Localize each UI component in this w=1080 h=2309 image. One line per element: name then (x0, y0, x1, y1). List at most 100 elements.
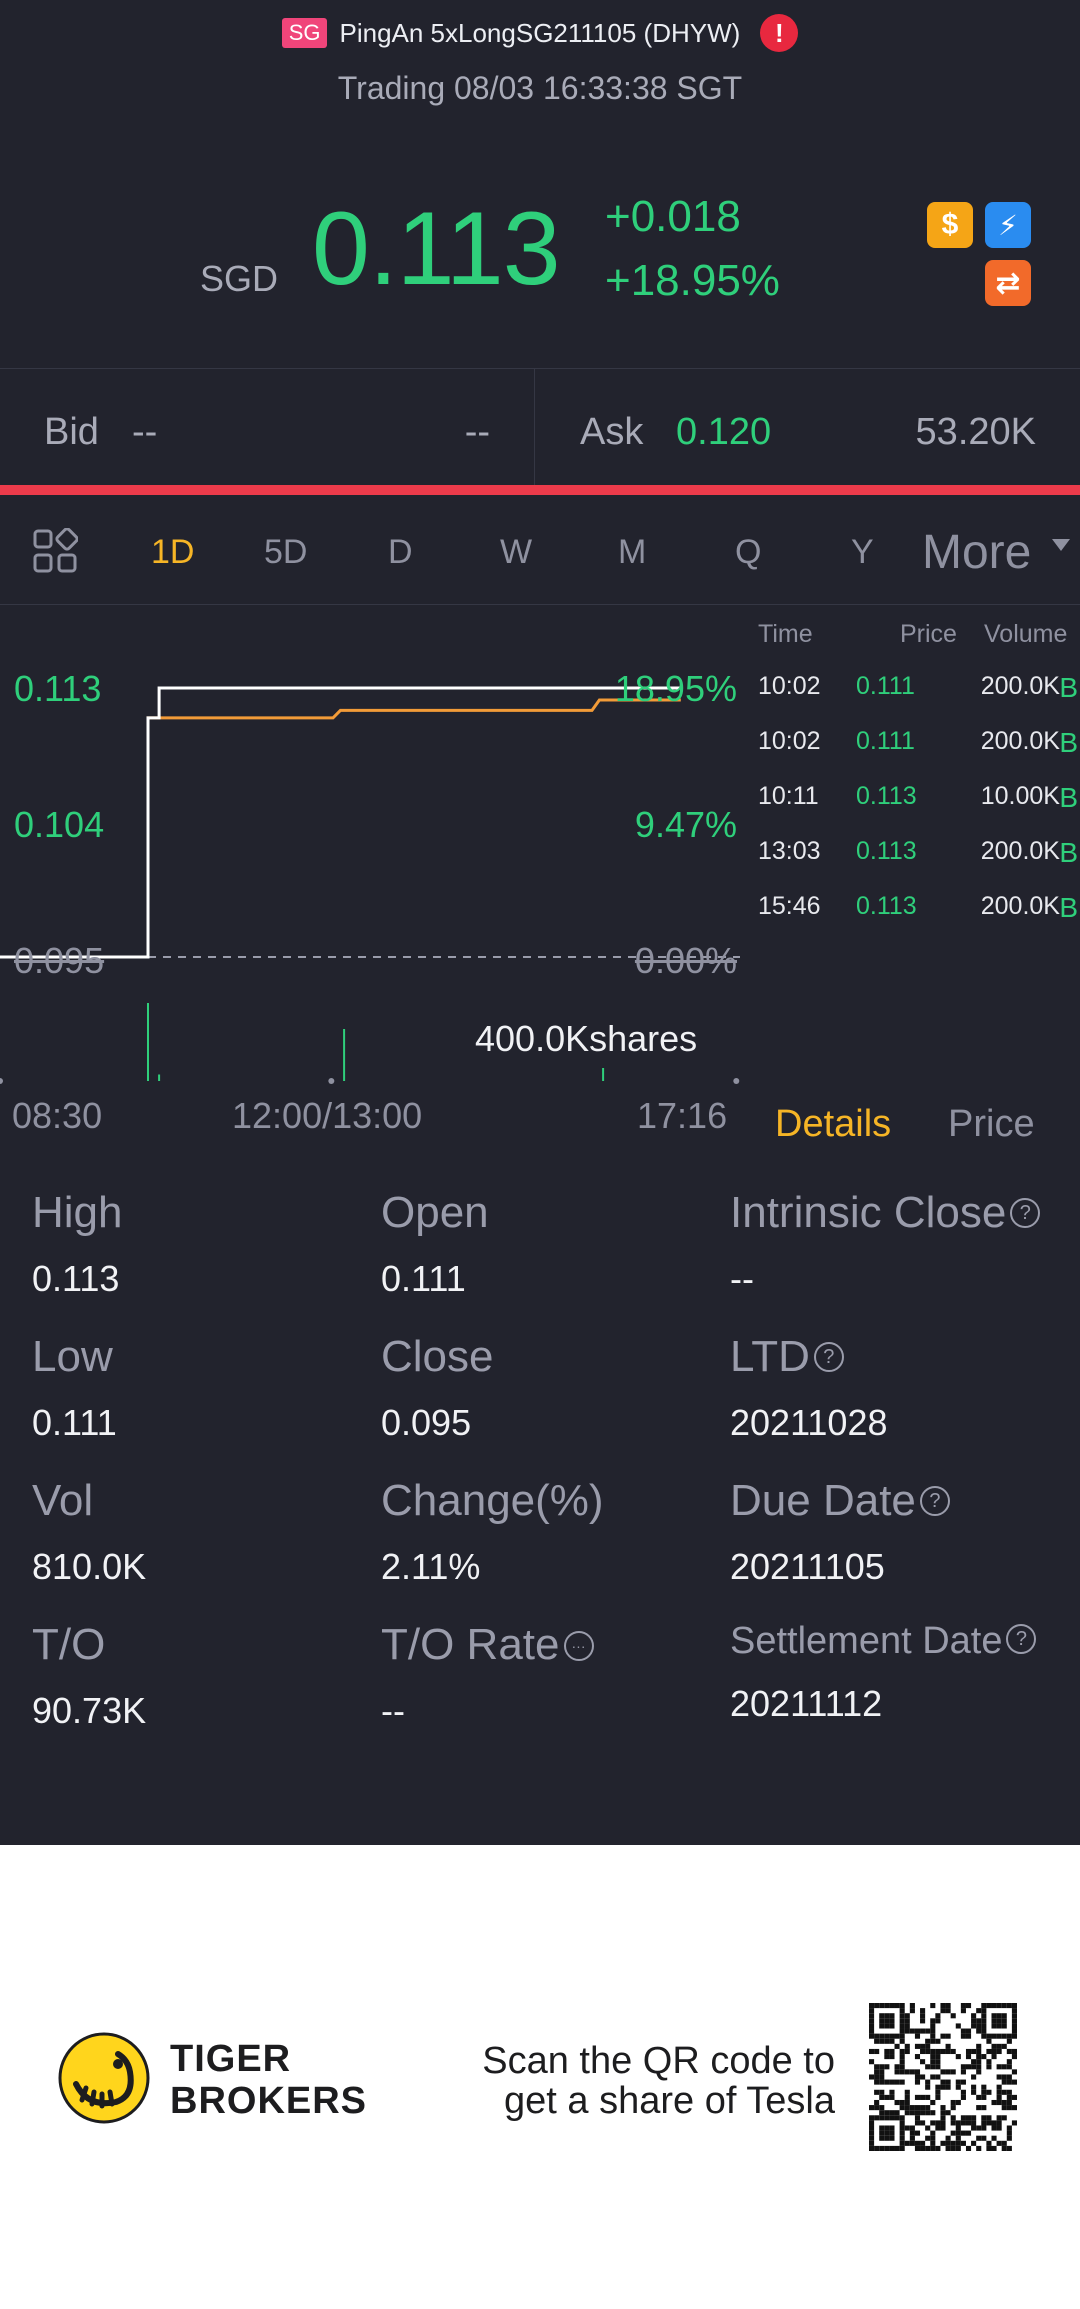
qr-module (981, 2105, 987, 2111)
qr-module (996, 2140, 1002, 2146)
qr-module (971, 2125, 977, 2131)
trade-time: 13:03 (758, 837, 821, 865)
qr-module (879, 2145, 885, 2151)
x-tick-open: 08:30 (12, 1095, 103, 1136)
qr-module (945, 2079, 951, 2085)
qr-module (925, 2043, 931, 2049)
qr-module (884, 2135, 890, 2141)
stat-open-value: 0.111 (381, 1258, 466, 1299)
help-icon[interactable]: ? (813, 1342, 844, 1372)
tab-details[interactable]: Details (775, 1103, 892, 1145)
trade-volume: 10.00K (980, 782, 1060, 810)
swap-icon[interactable]: ⇄ (985, 260, 1031, 306)
qr-module (965, 2033, 972, 2039)
stat-due-label: Due Date? (730, 1476, 950, 1526)
trade-time: 10:02 (758, 672, 821, 700)
qr-module (996, 2023, 1002, 2029)
stat-ltd-value: 20211028 (730, 1402, 888, 1443)
qr-module (945, 2069, 951, 2075)
qr-module (899, 2130, 905, 2136)
qr-module (1011, 2105, 1017, 2111)
qr-module (965, 2115, 972, 2121)
qr-module (874, 2115, 880, 2121)
qr-module (981, 2018, 987, 2024)
trade-volume: 200.0K (980, 892, 1060, 920)
qr-module (950, 2069, 956, 2075)
tab-1d[interactable]: 1D (151, 533, 195, 571)
trade-row: 13:03 0.113 200.0K B (756, 837, 1080, 877)
tab-q[interactable]: Q (735, 533, 762, 571)
tab-y[interactable]: Y (851, 533, 874, 571)
more-options-icon[interactable]: ··· (563, 1631, 594, 1661)
qr-module (1001, 2023, 1007, 2029)
qr-module (920, 2018, 926, 2024)
qr-module (899, 2140, 905, 2146)
layout-grid-icon[interactable] (32, 528, 78, 574)
qr-module (976, 2018, 982, 2024)
qr-module (981, 2023, 987, 2029)
qr-module (899, 2064, 905, 2070)
qr-module (1006, 2003, 1012, 2009)
qr-module (925, 2028, 931, 2034)
qr-module (930, 2054, 936, 2060)
chevron-down-icon[interactable] (1052, 539, 1070, 551)
alert-icon[interactable]: ! (760, 14, 799, 52)
tab-w[interactable]: W (500, 533, 533, 571)
bid-size: -- (464, 411, 490, 453)
qr-module (879, 2033, 885, 2039)
help-icon[interactable]: ? (1006, 1624, 1037, 1654)
qr-module (955, 2120, 961, 2126)
qr-module (960, 2140, 966, 2146)
qr-module (950, 2115, 956, 2121)
help-icon[interactable]: ? (919, 1486, 950, 1516)
tab-m[interactable]: M (618, 533, 647, 571)
qr-module (884, 2145, 890, 2151)
qr-module (945, 2084, 951, 2090)
qr-module (1001, 2140, 1007, 2146)
qr-module (945, 2033, 951, 2039)
qr-module (1006, 2130, 1012, 2136)
qr-module (976, 2048, 982, 2055)
qr-module (1006, 2048, 1012, 2055)
stat-intrinsic-text: Intrinsic Close (730, 1188, 1007, 1237)
tab-price[interactable]: Price (948, 1103, 1035, 1145)
qr-module (879, 2074, 885, 2080)
qr-module (914, 2110, 921, 2116)
qr-module (879, 2018, 885, 2024)
y-pct-tick-base: 0.00% (634, 940, 737, 981)
tab-5d[interactable]: 5D (264, 533, 308, 571)
qr-module (925, 2110, 931, 2116)
qr-module (904, 2099, 910, 2106)
qr-module (925, 2064, 931, 2070)
qr-module (920, 2120, 926, 2126)
qr-module (930, 2023, 936, 2029)
qr-module (914, 2145, 921, 2151)
qr-module (986, 2048, 992, 2055)
qr-module (1001, 2099, 1007, 2106)
trades-volume-header: Volume (984, 620, 1068, 648)
qr-module (1001, 2018, 1007, 2024)
dollar-icon[interactable]: $ (927, 202, 973, 248)
qr-module (884, 2079, 890, 2085)
qr-module (1001, 2013, 1007, 2019)
stat-vol-value: 810.0K (32, 1546, 147, 1587)
qr-module (991, 2145, 997, 2151)
qr-module (930, 2120, 936, 2126)
qr-module (899, 2038, 905, 2044)
x-axis-dot (0, 1078, 3, 1084)
stat-to-rate-value: -- (381, 1690, 405, 1731)
intraday-chart[interactable] (0, 615, 750, 1095)
qr-module (894, 2099, 900, 2106)
tab-d[interactable]: D (388, 533, 413, 571)
qr-module (965, 2120, 972, 2126)
trade-side: B (1059, 727, 1078, 758)
qr-module (940, 2120, 946, 2126)
flash-icon[interactable]: ⚡ (985, 202, 1031, 248)
promo-footer: TIGER BROKERS Scan the QR code to get a … (0, 1845, 1080, 2309)
tab-more[interactable]: More (922, 526, 1032, 579)
qr-module (955, 2130, 961, 2136)
qr-module (930, 2038, 936, 2044)
qr-module (899, 2120, 905, 2126)
qr-module (904, 2023, 910, 2029)
help-icon[interactable]: ? (1010, 1198, 1041, 1228)
